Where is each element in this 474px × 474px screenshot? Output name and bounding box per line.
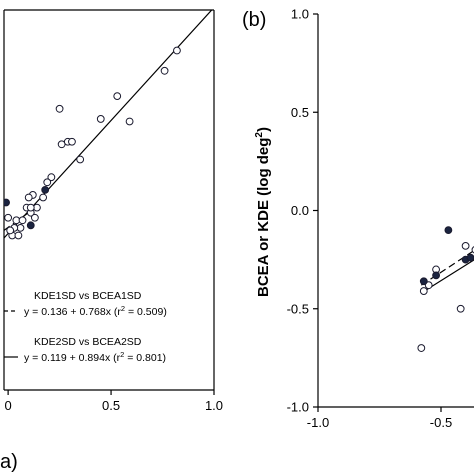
data-point-open [14,231,23,240]
data-point-open [18,216,27,225]
panel-b: -1.0 -0.5 1.0 0.5 0.0 -0.5 -1.0 BCEA or KDE (lo… [242,7,474,430]
legend-r2-sup: 2 [121,304,125,313]
data-point-filled [4,198,10,207]
data-point-open [113,92,122,101]
data-point-open [43,178,52,187]
y-axis-label-sup: 2 [254,132,265,138]
y-tick-label: 1.0 [291,7,309,22]
plot-area [4,10,213,240]
data-point-open [76,155,85,164]
legend-equation: y = 0.136 + 0.768x (r2 = 0.509) [24,304,167,318]
plot-area [417,226,474,352]
data-point-filled [41,185,50,194]
legend-title: KDE2SD vs BCEA2SD [34,336,142,348]
regression-line-solid [4,10,213,239]
y-tick-label: 0.5 [291,105,309,120]
data-point-filled [444,226,453,235]
data-point-open [24,193,33,202]
regression-line-solid [421,259,474,294]
data-point-open [419,287,428,295]
legend-title: KDE1SD vs BCEA1SD [34,290,142,302]
x-tick-label: 0.5 [102,398,120,413]
data-point-filled [466,253,474,262]
data-point-open [6,226,15,235]
data-point-open [47,173,56,182]
legend-equation-main: y = 0.136 + 0.768x (r [24,306,121,318]
data-point-open [424,281,433,290]
y-axis-label-end: ) [255,127,272,132]
data-point-open [173,46,181,55]
data-point-open [125,117,134,126]
y-tick-label: 0.0 [291,203,309,218]
data-point-open [461,241,470,250]
panel-a: 0 0.5 1.0 KDE1SD vs BCEA1SD y = 0.136 + 0.76… [0,9,223,473]
y-tick-label: -0.5 [287,301,309,316]
data-point-filled [26,221,35,230]
data-point-open [30,213,39,222]
panel-label-b: (b) [242,9,266,31]
data-point-filled [432,271,440,280]
panel-label-a: a) [0,451,18,473]
data-point-open [68,137,76,146]
y-tick-label: -1.0 [287,400,309,415]
legend-r2-sup: 2 [120,350,124,359]
data-point-filled [419,277,428,286]
x-tick-label: -0.5 [430,415,452,430]
legend-r2-value: = 0.509) [125,306,167,318]
data-point-open [39,193,48,202]
data-point-open [417,344,426,352]
data-point-open [160,66,169,75]
x-tick-label: 1.0 [205,398,223,413]
data-point-open [55,104,64,113]
data-point-open [4,213,13,222]
x-tick-label: -1.0 [307,415,329,430]
legend-equation-main: y = 0.119 + 0.894x (r [24,352,121,364]
data-point-open [26,203,35,212]
data-point-open [456,304,465,313]
y-axis-label-main: BCEA or KDE (log deg [255,138,272,297]
legend-equation: y = 0.119 + 0.894x (r2 = 0.801) [24,350,166,364]
x-tick-label: 0 [5,398,12,413]
y-axis-label: BCEA or KDE (log deg2) [254,127,272,297]
regression-line-dashed [420,249,474,286]
data-point-open [96,115,105,123]
legend-r2-value: = 0.801) [124,352,166,364]
